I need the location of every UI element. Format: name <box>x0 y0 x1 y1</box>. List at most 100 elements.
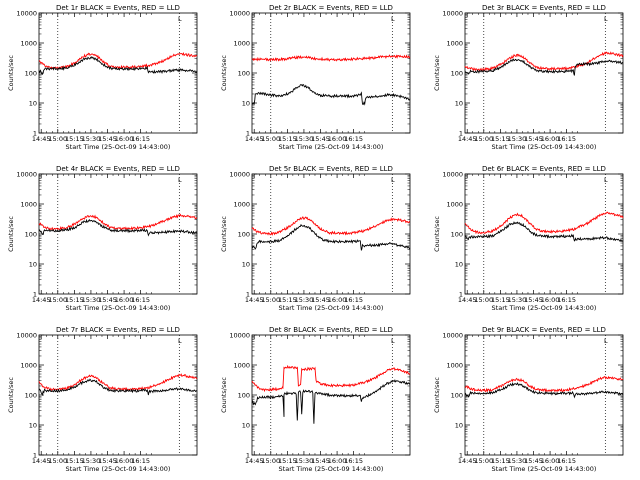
y-tick-label: 100 <box>25 230 37 238</box>
chart-title: Det 2r BLACK = Events, RED = LLD <box>269 4 393 12</box>
x-axis-label: Start Time (25-Oct-09 14:43:00) <box>279 304 384 312</box>
y-tick-label: 10 <box>29 99 37 107</box>
corner-mark: L <box>391 176 395 184</box>
x-tick-label: 15:00 <box>48 457 67 465</box>
y-tick-label: 1 <box>246 129 250 137</box>
series-events-line <box>38 56 198 76</box>
chart-panel: Det 9r BLACK = Events, RED = LLD 1 10 100 10… <box>433 326 624 473</box>
x-tick-label: 14:45 <box>245 457 264 465</box>
x-tick-label: 15:15 <box>278 135 297 143</box>
x-tick-label: 15:15 <box>491 135 510 143</box>
y-tick-label: 100 <box>25 391 37 399</box>
series-lld-line <box>38 373 198 392</box>
chart-title: Det 7r BLACK = Events, RED = LLD <box>56 326 180 334</box>
y-tick-label: 100 <box>238 69 250 77</box>
x-axis-label: Start Time (25-Oct-09 14:43:00) <box>66 304 171 312</box>
y-tick-label: 10000 <box>16 9 37 17</box>
x-tick-label: 14:45 <box>458 457 477 465</box>
x-tick-label: 16:15 <box>131 457 150 465</box>
chart-panel: Det 2r BLACK = Events, RED = LLD 1 10 100 10… <box>220 4 411 151</box>
x-tick-label: 15:30 <box>508 457 527 465</box>
chart-title: Det 4r BLACK = Events, RED = LLD <box>56 165 180 173</box>
series-events-line <box>251 224 411 251</box>
x-tick-label: 15:00 <box>474 457 493 465</box>
series-events-line <box>251 379 411 424</box>
x-tick-label: 16:00 <box>115 457 134 465</box>
chart-panel: Det 1r BLACK = Events, RED = LLD 1 10 100 10… <box>7 4 198 151</box>
y-tick-label: 10 <box>455 421 463 429</box>
x-tick-label: 16:15 <box>557 457 576 465</box>
y-tick-label: 1 <box>33 129 37 137</box>
x-tick-label: 16:00 <box>115 296 134 304</box>
corner-mark: L <box>604 337 608 345</box>
y-tick-label: 1000 <box>233 200 250 208</box>
chart-title: Det 9r BLACK = Events, RED = LLD <box>482 326 606 334</box>
chart-panel: Det 6r BLACK = Events, RED = LLD 1 10 100 10… <box>433 165 624 312</box>
y-tick-label: 1000 <box>446 39 463 47</box>
chart-panel: Det 4r BLACK = Events, RED = LLD 1 10 100 10… <box>7 165 198 312</box>
y-tick-label: 100 <box>451 230 463 238</box>
x-tick-label: 14:45 <box>32 135 51 143</box>
y-axis-label: Counts/sec <box>433 216 441 252</box>
x-tick-label: 15:30 <box>82 135 101 143</box>
x-tick-label: 15:00 <box>48 135 67 143</box>
y-tick-label: 10000 <box>229 9 250 17</box>
series-lld-line <box>464 375 624 393</box>
x-tick-label: 15:45 <box>311 296 330 304</box>
x-axis-label: Start Time (25-Oct-09 14:43:00) <box>66 143 171 151</box>
corner-mark: L <box>391 15 395 23</box>
x-tick-label: 15:00 <box>48 296 67 304</box>
x-tick-label: 15:15 <box>65 135 84 143</box>
y-axis-label: Counts/sec <box>433 55 441 91</box>
x-axis-label: Start Time (25-Oct-09 14:43:00) <box>279 143 384 151</box>
series-lld-line <box>464 211 624 235</box>
y-axis-label: Counts/sec <box>7 377 15 413</box>
series-lld-line <box>251 54 411 62</box>
y-tick-label: 1000 <box>233 39 250 47</box>
x-tick-label: 15:15 <box>65 457 84 465</box>
plot-frame <box>38 12 198 134</box>
y-tick-label: 1 <box>459 129 463 137</box>
series-events-line <box>251 83 411 106</box>
series-events-line <box>38 218 198 237</box>
plot-frame <box>38 173 198 295</box>
x-axis-label: Start Time (25-Oct-09 14:43:00) <box>492 143 597 151</box>
chart-title: Det 6r BLACK = Events, RED = LLD <box>482 165 606 173</box>
plot-frame <box>38 334 198 456</box>
y-tick-label: 1 <box>33 451 37 459</box>
x-tick-label: 15:15 <box>278 296 297 304</box>
x-tick-label: 15:30 <box>82 457 101 465</box>
chart-panel: Det 8r BLACK = Events, RED = LLD 1 10 100 10… <box>220 326 411 473</box>
x-tick-label: 14:45 <box>32 457 51 465</box>
plot-frame <box>464 12 624 134</box>
x-tick-label: 16:15 <box>344 135 363 143</box>
series-events-line <box>464 221 624 242</box>
plot-frame <box>251 12 411 134</box>
x-tick-label: 16:00 <box>541 457 560 465</box>
y-tick-label: 10000 <box>229 170 250 178</box>
x-axis-label: Start Time (25-Oct-09 14:43:00) <box>66 465 171 473</box>
x-tick-label: 15:45 <box>98 296 117 304</box>
y-tick-label: 10 <box>242 99 250 107</box>
corner-mark: L <box>604 15 608 23</box>
corner-mark: L <box>604 176 608 184</box>
y-tick-label: 100 <box>238 230 250 238</box>
y-tick-label: 1 <box>459 290 463 298</box>
x-tick-label: 15:30 <box>295 135 314 143</box>
y-tick-label: 10000 <box>442 9 463 17</box>
y-tick-label: 1 <box>33 290 37 298</box>
x-tick-label: 14:45 <box>245 296 264 304</box>
y-tick-label: 1 <box>459 451 463 459</box>
y-tick-label: 10000 <box>229 331 250 339</box>
x-tick-label: 16:00 <box>328 135 347 143</box>
y-tick-label: 10000 <box>16 170 37 178</box>
x-tick-label: 15:30 <box>82 296 101 304</box>
y-axis-label: Counts/sec <box>220 216 228 252</box>
y-tick-label: 10 <box>455 99 463 107</box>
x-tick-label: 16:00 <box>541 296 560 304</box>
x-tick-label: 15:15 <box>491 457 510 465</box>
y-tick-label: 10 <box>242 421 250 429</box>
x-tick-label: 16:00 <box>541 135 560 143</box>
y-axis-label: Counts/sec <box>433 377 441 413</box>
y-tick-label: 1000 <box>446 361 463 369</box>
